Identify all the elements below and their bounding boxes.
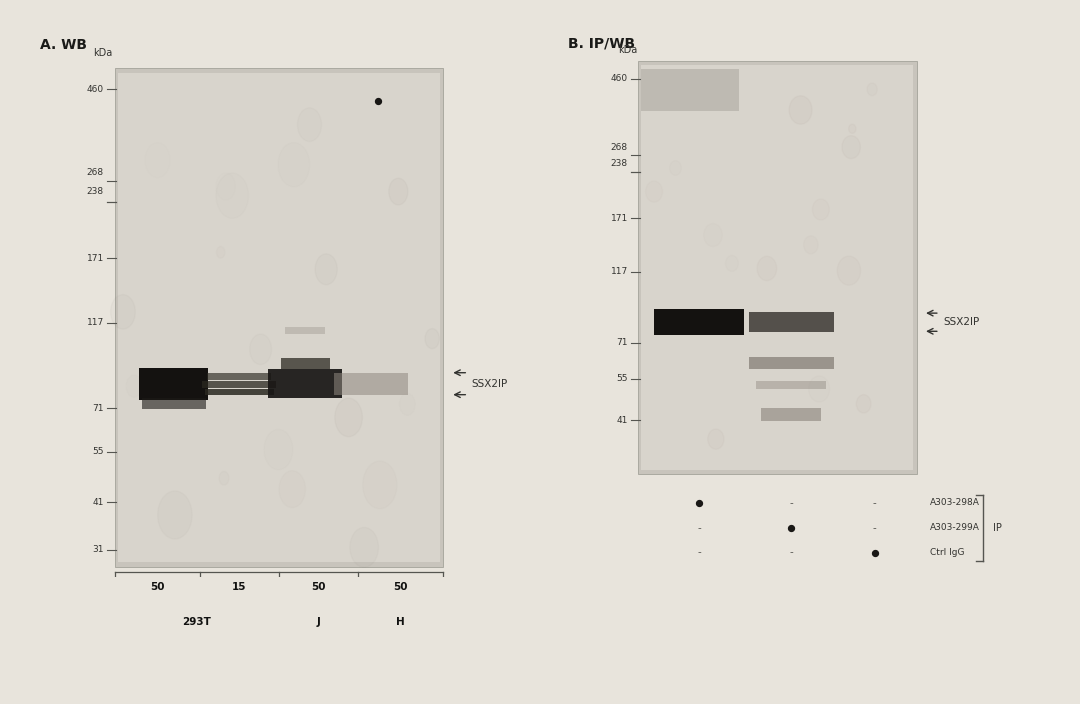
Text: kDa: kDa: [618, 44, 637, 55]
Text: 460: 460: [86, 84, 104, 94]
Text: -: -: [789, 548, 793, 558]
Text: 268: 268: [86, 168, 104, 177]
Text: A303-299A: A303-299A: [930, 523, 980, 532]
Text: 41: 41: [93, 498, 104, 507]
Text: H: H: [396, 617, 405, 627]
Text: 293T: 293T: [183, 617, 212, 627]
Bar: [118, 73, 440, 562]
Text: SSX2IP: SSX2IP: [472, 379, 508, 389]
Bar: [654, 309, 744, 335]
Point: [866, 547, 883, 558]
Text: -: -: [698, 548, 701, 558]
Text: 117: 117: [610, 268, 627, 277]
Text: -: -: [698, 523, 701, 533]
Circle shape: [426, 329, 440, 348]
Text: 460: 460: [611, 74, 627, 83]
Circle shape: [315, 254, 337, 284]
Text: 171: 171: [610, 214, 627, 223]
Text: Ctrl IgG: Ctrl IgG: [930, 548, 964, 557]
Text: 31: 31: [93, 546, 104, 555]
Point: [783, 522, 800, 534]
Text: kDa: kDa: [93, 48, 112, 58]
Bar: [642, 70, 739, 111]
Text: -: -: [873, 498, 877, 508]
Circle shape: [110, 295, 135, 329]
Text: J: J: [316, 617, 321, 627]
Bar: [202, 381, 276, 388]
Text: 41: 41: [617, 415, 627, 425]
Text: 238: 238: [86, 187, 104, 196]
Text: 71: 71: [617, 338, 627, 347]
Bar: [334, 372, 408, 395]
Text: 55: 55: [93, 448, 104, 456]
Bar: [281, 358, 329, 370]
Text: 55: 55: [617, 374, 627, 383]
Bar: [114, 68, 443, 567]
Point: [690, 497, 707, 508]
Bar: [141, 398, 206, 409]
Text: 50: 50: [150, 582, 164, 592]
Bar: [207, 373, 271, 379]
Text: 15: 15: [232, 582, 246, 592]
Bar: [638, 61, 917, 474]
Bar: [139, 367, 208, 400]
Bar: [285, 327, 325, 334]
Bar: [748, 357, 834, 369]
Bar: [268, 370, 342, 398]
Text: SSX2IP: SSX2IP: [943, 318, 980, 327]
Text: A303-298A: A303-298A: [930, 498, 980, 508]
Bar: [205, 389, 274, 395]
Text: B. IP/WB: B. IP/WB: [568, 37, 635, 51]
Text: 50: 50: [393, 582, 408, 592]
Text: A. WB: A. WB: [40, 38, 86, 52]
Bar: [642, 65, 914, 470]
Point: [369, 95, 387, 106]
Text: -: -: [789, 498, 793, 508]
Bar: [761, 408, 821, 421]
Text: 238: 238: [611, 158, 627, 168]
Text: 71: 71: [93, 404, 104, 413]
Text: 117: 117: [86, 318, 104, 327]
Text: -: -: [873, 523, 877, 533]
Bar: [748, 313, 834, 332]
Circle shape: [389, 178, 408, 205]
Text: IP: IP: [993, 523, 1002, 533]
Bar: [756, 381, 826, 389]
Text: 50: 50: [311, 582, 325, 592]
Text: 171: 171: [86, 253, 104, 263]
Text: 268: 268: [611, 143, 627, 152]
Circle shape: [335, 398, 363, 436]
